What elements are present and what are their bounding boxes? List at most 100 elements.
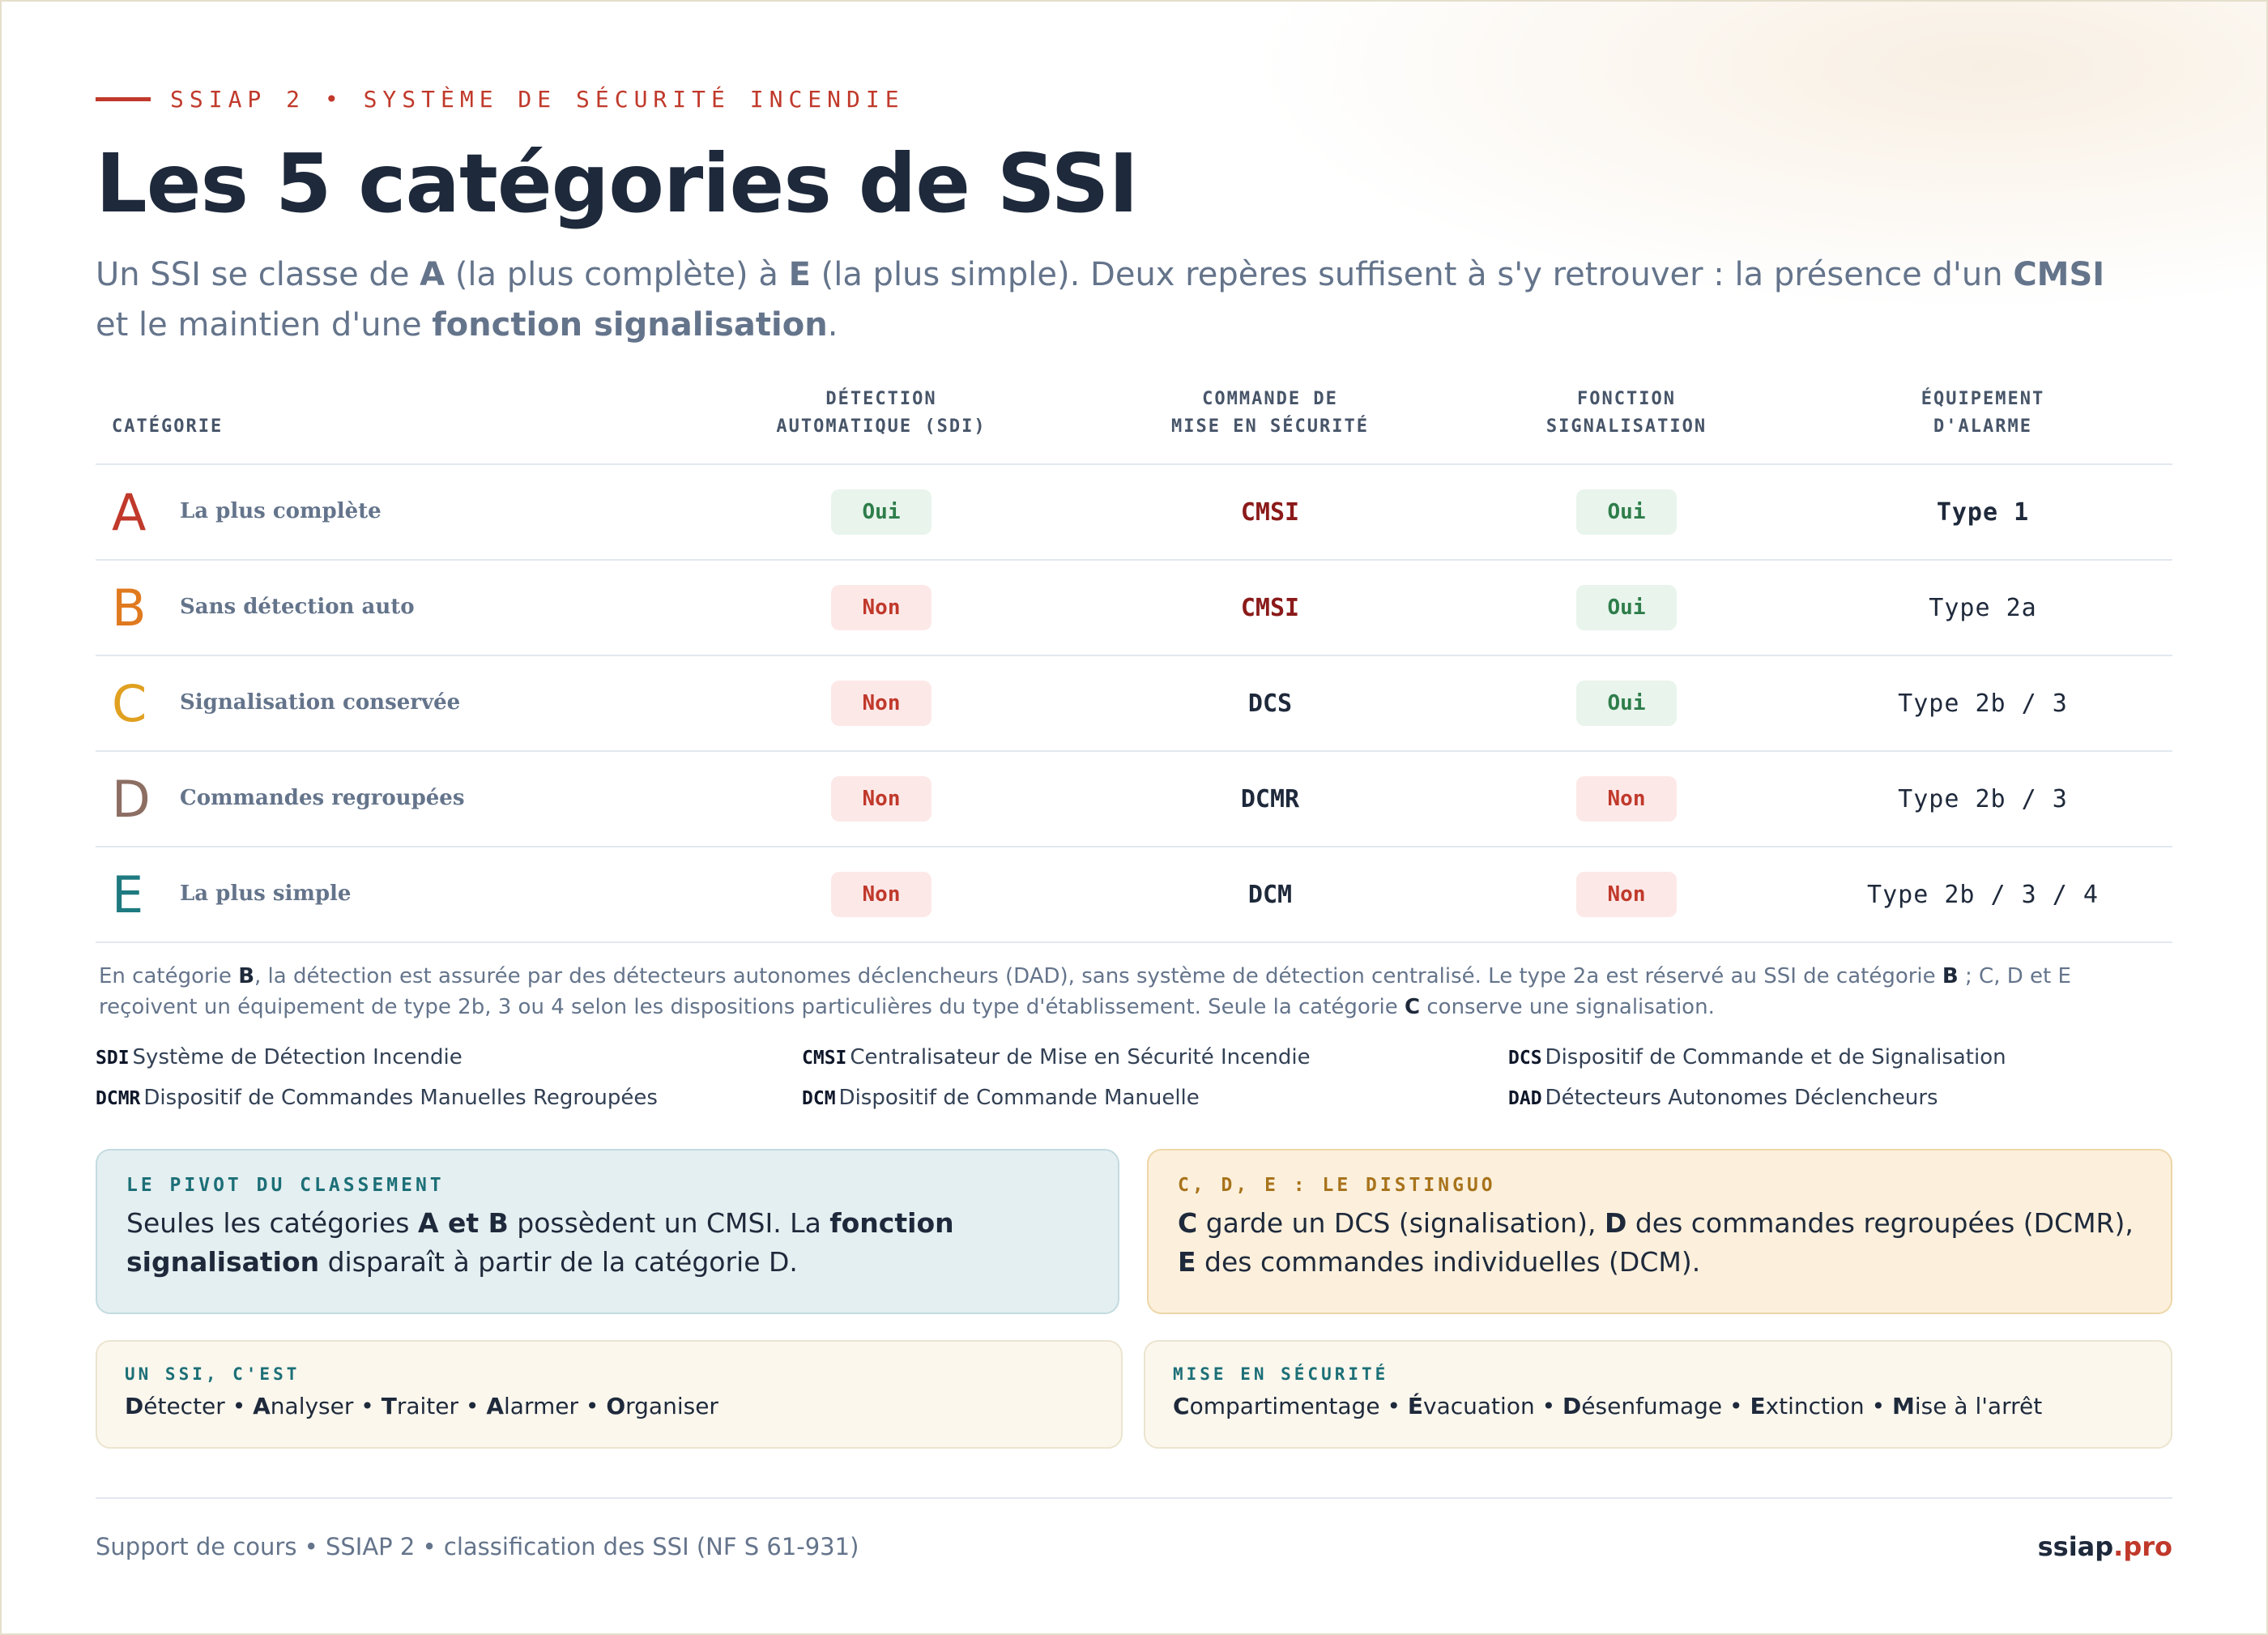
- signalisation-badge: Oui: [1576, 489, 1677, 535]
- header-line: AUTOMATIQUE (SDI): [776, 416, 987, 437]
- glossary-def: Dispositif de Commande et de Signalisati…: [1545, 1045, 2006, 1069]
- commande-value: CMSI: [1240, 497, 1300, 527]
- item-initial: C: [1173, 1393, 1190, 1419]
- category-letter: E: [112, 865, 144, 924]
- item-separator: •: [1379, 1393, 1408, 1419]
- table-row: C Signalisation conservée Non DCS Oui Type 2b…: [96, 656, 2172, 752]
- commande-value: DCS: [1247, 689, 1293, 718]
- table-row: D Commandes regroupées Non DCMR Non Type 2b /…: [96, 752, 2172, 847]
- equipement-value: Type 2a: [1929, 593, 2037, 622]
- card-text: des commandes individuelles (DCM).: [1196, 1246, 1701, 1278]
- brand-tld: .pro: [2113, 1531, 2172, 1562]
- glossary-item: DCS Dispositif de Commande et de Signalis…: [1508, 1045, 2006, 1069]
- glossary-def: Dispositif de Commandes Manuelles Regrou…: [143, 1086, 658, 1110]
- category-label: Sans détection auto: [180, 595, 415, 619]
- header-line: SIGNALISATION: [1545, 416, 1707, 437]
- distinguo-card: C, D, E : LE DISTINGUO C garde un DCS (s…: [1147, 1149, 2172, 1314]
- item-separator: •: [224, 1393, 254, 1419]
- card-emph: C: [1178, 1207, 1198, 1239]
- header-signalisation: FONCTION SIGNALISATION: [1505, 386, 1748, 441]
- header-line: FONCTION: [1577, 389, 1676, 409]
- card-title: UN SSI, C'EST: [125, 1364, 301, 1384]
- equipement-value: Type 2b / 3: [1898, 784, 2068, 813]
- detection-badge: Non: [831, 585, 932, 630]
- detection-badge: Non: [831, 681, 932, 726]
- brand-logo: ssiap.pro: [2038, 1531, 2172, 1562]
- equipement-value: Type 2b / 3: [1898, 689, 2068, 718]
- equipement-cell: Type 2b / 3: [1813, 752, 2153, 846]
- lead-paragraph: Un SSI se classe de A (la plus complète)…: [96, 250, 2121, 350]
- glossary-abbr: DCS: [1508, 1048, 1542, 1069]
- item-initial: E: [1750, 1393, 1766, 1419]
- card-emph: fonction signalisation: [126, 1207, 954, 1278]
- header-detection: DÉTECTION AUTOMATIQUE (SDI): [768, 386, 995, 441]
- item-rest: nalyser: [270, 1393, 354, 1419]
- header-line: COMMANDE DE: [1202, 389, 1338, 409]
- glossary-item: DAD Détecteurs Autonomes Déclencheurs: [1508, 1086, 1938, 1110]
- commande-value: DCM: [1247, 880, 1293, 909]
- category-label: La plus complète: [180, 499, 382, 523]
- header-line: MISE EN SÉCURITÉ: [1171, 416, 1369, 437]
- signalisation-cell: Non: [1505, 752, 1748, 846]
- note-text: ; C, D et E reçoivent un équipement de t…: [99, 964, 2071, 1019]
- mise-en-securite-card: MISE EN SÉCURITÉ Compartimentage • Évacu…: [1144, 1340, 2172, 1449]
- commande-cell: CMSI: [1140, 465, 1400, 559]
- pivot-card: LE PIVOT DU CLASSEMENT Seules les catégo…: [96, 1149, 1119, 1314]
- item-initial: D: [125, 1393, 144, 1419]
- note-emph: B: [1942, 964, 1959, 988]
- item-initial: É: [1407, 1393, 1424, 1419]
- footer-divider: [96, 1497, 2172, 1499]
- header-line: D'ALARME: [1933, 416, 2032, 437]
- commande-cell: DCMR: [1140, 752, 1400, 846]
- header-equipement: ÉQUIPEMENT D'ALARME: [1813, 386, 2153, 441]
- signalisation-cell: Oui: [1505, 465, 1748, 559]
- item-rest: vacuation: [1423, 1393, 1535, 1419]
- lead-text: Un SSI se classe de: [96, 256, 420, 293]
- header-categorie: CATÉGORIE: [112, 416, 224, 437]
- card-body: Compartimentage • Évacuation • Désenfuma…: [1173, 1390, 2143, 1423]
- lead-emph: CMSI: [2013, 256, 2105, 293]
- card-text: garde un DCS (signalisation),: [1197, 1207, 1605, 1239]
- equipement-value: Type 1: [1936, 497, 2030, 527]
- lead-emph: E: [788, 256, 811, 293]
- category-label: Signalisation conservée: [180, 690, 461, 715]
- lead-text: .: [827, 306, 838, 344]
- category-letter: B: [112, 578, 147, 638]
- signalisation-badge: Non: [1576, 872, 1677, 917]
- item-initial: T: [381, 1393, 397, 1419]
- eyebrow-text: SSIAP 2 • SYSTÈME DE SÉCURITÉ INCENDIE: [170, 86, 905, 113]
- card-emph: D: [1604, 1207, 1627, 1239]
- ssi-categories-table: CATÉGORIE DÉTECTION AUTOMATIQUE (SDI) CO…: [96, 373, 2172, 943]
- item-initial: M: [1892, 1393, 1915, 1419]
- note-text: En catégorie: [99, 964, 239, 988]
- card-body: C garde un DCS (signalisation), D des co…: [1178, 1204, 2142, 1282]
- signalisation-cell: Oui: [1505, 561, 1748, 655]
- table-row: B Sans détection auto Non CMSI Oui Type 2a: [96, 561, 2172, 656]
- item-separator: •: [1534, 1393, 1563, 1419]
- detection-cell: Non: [768, 656, 995, 750]
- item-initial: A: [253, 1393, 271, 1419]
- glossary-abbr: SDI: [96, 1048, 130, 1069]
- card-text: Seules les catégories: [126, 1207, 418, 1239]
- detection-badge: Oui: [831, 489, 932, 535]
- header-commande: COMMANDE DE MISE EN SÉCURITÉ: [1140, 386, 1400, 441]
- category-letter: A: [112, 483, 147, 542]
- equipement-cell: Type 2b / 3 / 4: [1813, 847, 2153, 941]
- item-separator: •: [353, 1393, 382, 1419]
- item-rest: xtinction: [1765, 1393, 1865, 1419]
- note-text: conserve une signalisation.: [1420, 995, 1715, 1019]
- ssi-functions-card: UN SSI, C'EST Détecter • Analyser • Trai…: [96, 1340, 1123, 1449]
- footer-caption: Support de cours • SSIAP 2 • classificat…: [96, 1533, 859, 1560]
- item-initial: A: [486, 1393, 504, 1419]
- signalisation-badge: Non: [1576, 776, 1677, 822]
- item-initial: O: [606, 1393, 626, 1419]
- glossary-item: DCMR Dispositif de Commandes Manuelles Re…: [96, 1086, 658, 1110]
- item-separator: •: [1864, 1393, 1893, 1419]
- lead-text: (la plus simple). Deux repères suffisent…: [810, 256, 2014, 293]
- item-separator: •: [578, 1393, 607, 1419]
- card-title: C, D, E : LE DISTINGUO: [1178, 1175, 1496, 1196]
- item-rest: ésenfumage: [1581, 1393, 1723, 1419]
- signalisation-badge: Oui: [1576, 585, 1677, 630]
- eyebrow-rule: [96, 97, 151, 101]
- category-letter: D: [112, 770, 151, 829]
